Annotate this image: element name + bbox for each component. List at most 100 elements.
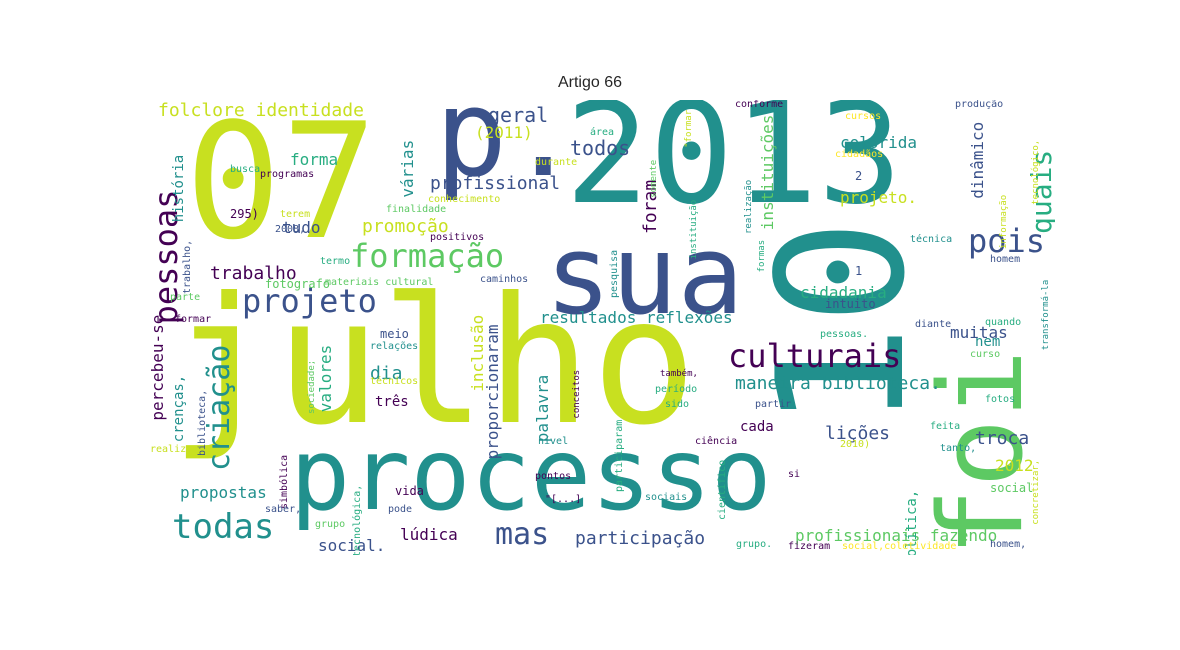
cloud-word: valores (316, 344, 335, 413)
cloud-word: área (590, 127, 615, 138)
cloud-word: 295) (230, 207, 259, 221)
cloud-word: participação (575, 528, 706, 549)
cloud-word: social. (318, 536, 386, 555)
cloud-word: cidadania (800, 283, 887, 302)
cloud-word: transformá-la (1041, 279, 1051, 351)
cloud-word: lúdica (400, 525, 458, 544)
cloud-word: proporcionaram (483, 324, 502, 460)
cloud-word: lições (825, 423, 891, 444)
cloud-word: nível (538, 436, 569, 447)
cloud-word: realizar (150, 444, 199, 455)
cloud-word: somente (649, 159, 659, 198)
cloud-word: técnica (910, 234, 953, 245)
cloud-word: científico (717, 459, 728, 520)
cloud-word: 1 (855, 264, 863, 278)
cloud-word: "formar (684, 109, 694, 148)
cloud-word: palavra (533, 374, 552, 443)
cloud-word: vida (395, 484, 424, 498)
cloud-word: profissionais fazendo (795, 526, 998, 545)
cloud-word: resultados reflexões (540, 308, 733, 327)
cloud-word: maneira biblioteca. (735, 373, 941, 394)
cloud-word: instituições (758, 114, 777, 231)
cloud-word: materiais cultural (325, 277, 434, 288)
cloud-word: parte (170, 292, 201, 303)
cloud-word: mas (495, 517, 550, 552)
cloud-word: cada (740, 419, 774, 435)
cloud-word: nem (975, 334, 1001, 350)
cloud-word: formas (757, 239, 767, 273)
cloud-word: várias (398, 139, 417, 198)
cloud-word: caminhos (480, 274, 529, 285)
cloud-word: participaram (614, 419, 625, 492)
cloud-word: fotógrafo (265, 277, 331, 291)
cloud-word: positivos (430, 232, 485, 243)
cloud-word: pois (968, 222, 1046, 260)
cloud-word: colorida (840, 133, 918, 152)
cloud-word: intuito (825, 297, 876, 311)
cloud-word: pontos (535, 471, 572, 482)
cloud-word: técnicos (370, 376, 419, 387)
cloud-word: pode (388, 504, 413, 515)
cloud-word: formação (350, 237, 505, 275)
cloud-word: partir (755, 399, 792, 410)
cloud-word: concretizar, (1031, 459, 1041, 525)
cloud-word: história (171, 154, 187, 223)
cloud-word: conceitos (572, 369, 582, 419)
cloud-word: tecnológico, (1031, 139, 1041, 205)
cloud-word: "[...] (545, 494, 582, 505)
cloud-word: busca (230, 164, 261, 175)
cloud-word: forma (290, 150, 339, 169)
cloud-word: biblioteca, (197, 389, 208, 456)
cloud-word: (2011) (475, 123, 533, 142)
cloud-word: trabalho, (182, 239, 193, 294)
cloud-word: meio (380, 327, 409, 341)
cloud-word: três (375, 394, 409, 410)
cloud-word: todos (570, 136, 631, 160)
cloud-word: fizeram (788, 541, 831, 552)
cloud-word: julho (170, 261, 697, 464)
cloud-word: informação (999, 194, 1009, 249)
cloud-word: conforme (735, 100, 784, 110)
cloud-word: realização (744, 179, 754, 234)
cloud-word: propostas (180, 483, 267, 502)
cloud-word: todas (172, 507, 275, 547)
cloud-word: trabalho (210, 263, 297, 284)
cloud-word: finalidade (386, 204, 447, 215)
cloud-word: grupo (315, 519, 346, 530)
cloud-word: troca (975, 428, 1030, 449)
cloud-word: sociedade; (307, 359, 317, 414)
cloud-word: feita (930, 421, 961, 432)
cloud-word: instituição (689, 199, 699, 260)
cloud-word: durante (535, 157, 578, 168)
cloud-word: 07 (185, 100, 378, 275)
cloud-word: 2 (855, 169, 863, 183)
cloud-word: inclusão (468, 314, 487, 392)
cloud-word: conhecimento (428, 194, 501, 205)
cloud-word: projeto. (840, 188, 918, 207)
cloud-word: cursos (845, 111, 882, 122)
cloud-word: promoção (362, 216, 449, 237)
cloud-word: sido (665, 399, 690, 410)
cloud-word: profissional (430, 173, 561, 194)
cloud-word: sociais (645, 492, 688, 503)
cloud-word: sua (545, 211, 744, 339)
cloud-word: 2012 (995, 456, 1034, 475)
cloud-word: programas (260, 169, 315, 180)
cloud-word: projeto (242, 282, 377, 320)
cloud-word: terem (280, 209, 311, 220)
cloud-word: pessoas. (820, 329, 869, 340)
cloud-word: período (655, 384, 698, 395)
cloud-word: também, (660, 369, 698, 379)
cloud-word: social (990, 481, 1034, 495)
cloud-word: p. (435, 100, 580, 204)
word-cloud: 07 julho p. 2013 sua foi 10 processo formação pes… (150, 100, 1055, 555)
cloud-word: tudo (282, 218, 321, 237)
cloud-word: dia (370, 363, 403, 384)
cloud-word: social,coletividade (842, 541, 957, 552)
cloud-word: geral (488, 103, 549, 127)
cloud-word: muitas (950, 323, 1008, 342)
cloud-word: grupo. (736, 539, 773, 550)
cloud-word: curso (970, 349, 1001, 360)
cloud-word: crenças, (171, 374, 187, 443)
cloud-word: termo (320, 256, 351, 267)
